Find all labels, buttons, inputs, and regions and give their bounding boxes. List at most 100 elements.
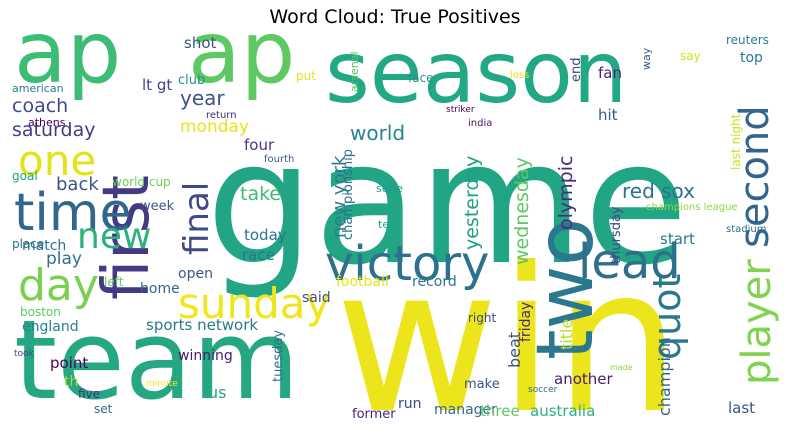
- word-tuesday: tuesday: [271, 330, 286, 382]
- word-first: first: [90, 175, 164, 300]
- word-serie: serie: [376, 182, 403, 195]
- word-american: american: [12, 82, 64, 95]
- word-team: team: [14, 296, 299, 424]
- word-red-sox: red sox: [622, 179, 695, 203]
- word-club: club: [178, 73, 205, 88]
- word-lead: lead: [578, 234, 681, 290]
- word-hit: hit: [598, 106, 618, 124]
- word-thursday: thursday: [609, 206, 624, 264]
- word-arsenal: arsenal: [348, 51, 361, 92]
- word-championship: championship: [341, 149, 356, 240]
- word-ap: ap: [188, 3, 295, 103]
- word-champions-league: champions league: [646, 202, 738, 213]
- word-return: return: [206, 110, 237, 121]
- word-five: five: [78, 387, 100, 401]
- word-back: back: [56, 174, 99, 195]
- word-stadium: stadium: [726, 224, 766, 235]
- word-run: run: [398, 396, 422, 412]
- word-sunday: sunday: [178, 279, 330, 328]
- word-another: another: [554, 370, 613, 388]
- word-athens: athens: [28, 116, 66, 129]
- word-new-york: new york: [329, 155, 350, 238]
- word-left: left: [104, 275, 124, 289]
- word-coach: coach: [12, 95, 68, 117]
- word-put: put: [296, 69, 316, 83]
- word-fan: fan: [598, 64, 622, 82]
- word-record: record: [412, 274, 457, 290]
- word-make: make: [464, 377, 500, 392]
- word-boston: boston: [20, 305, 61, 319]
- word-two: two: [521, 218, 611, 360]
- word-last: last: [728, 399, 755, 417]
- word-took: took: [14, 349, 35, 359]
- word-ap: ap: [14, 3, 121, 103]
- word-th: th: [64, 374, 78, 390]
- word-victory: victory: [325, 236, 489, 292]
- word-new: new: [77, 216, 151, 257]
- word-end: end: [569, 58, 584, 83]
- word-sports-network: sports network: [146, 316, 258, 334]
- word-world: world: [350, 121, 405, 145]
- word-day: day: [18, 260, 99, 311]
- word-india: india: [468, 118, 492, 129]
- word-former: former: [352, 407, 396, 422]
- word-take: take: [240, 183, 281, 205]
- word-four: four: [244, 136, 275, 154]
- chart-title: Word Cloud: True Positives: [269, 6, 521, 28]
- word-player: player: [734, 259, 780, 385]
- word-second: second: [732, 105, 778, 248]
- word-play: play: [46, 249, 82, 269]
- word-final: final: [177, 182, 217, 255]
- word-season: season: [325, 23, 627, 123]
- word-shot: shot: [184, 34, 216, 52]
- word-soccer: soccer: [528, 385, 558, 395]
- word-face: face: [408, 71, 434, 85]
- word-say: say: [680, 49, 701, 63]
- word-game: game: [206, 105, 688, 303]
- word-title: title: [557, 319, 576, 350]
- word-yesterday: yesterday: [461, 156, 483, 250]
- word-champion: champion: [655, 337, 674, 416]
- word-winning: winning: [178, 348, 233, 364]
- word-wednesday: wednesday: [511, 157, 533, 265]
- word-year: year: [180, 86, 225, 110]
- word-loss: loss: [510, 70, 529, 81]
- word-match: match: [22, 238, 66, 254]
- word-set: set: [94, 402, 113, 416]
- word-today: today: [244, 226, 287, 244]
- word-race: race: [242, 246, 275, 264]
- word-place: place: [12, 237, 44, 251]
- word-said: said: [302, 290, 331, 306]
- word-reuters: reuters: [726, 33, 769, 47]
- word-open: open: [178, 266, 213, 282]
- word-win: win: [335, 225, 681, 429]
- word-world-cup: world cup: [112, 175, 171, 189]
- word-minute: minute: [146, 379, 178, 389]
- word-right: right: [468, 311, 496, 325]
- word-test: test: [378, 218, 400, 231]
- word-us: us: [208, 383, 226, 402]
- word-beat: beat: [505, 332, 524, 368]
- word-start: start: [660, 230, 695, 248]
- word-lt-gt: lt gt: [142, 76, 172, 94]
- word-point: point: [50, 354, 88, 372]
- word-top: top: [740, 50, 763, 66]
- word-saturday: saturday: [12, 119, 95, 141]
- word-goal: goal: [12, 169, 38, 183]
- word-friday: friday: [518, 302, 534, 342]
- word-australia: australia: [530, 402, 595, 420]
- word-quot: quot: [645, 274, 689, 360]
- word-week: week: [140, 199, 175, 214]
- word-olympic: olympic: [555, 156, 577, 230]
- word-home: home: [140, 281, 180, 297]
- word-manager: manager: [434, 402, 497, 418]
- word-monday: monday: [180, 117, 249, 137]
- word-made: made: [610, 363, 633, 372]
- word-last-night: last night: [729, 113, 743, 170]
- word-striker: striker: [446, 105, 475, 115]
- word-england: england: [22, 319, 79, 335]
- word-way: way: [640, 47, 653, 70]
- word-one: one: [18, 136, 96, 185]
- word-football: football: [336, 274, 389, 290]
